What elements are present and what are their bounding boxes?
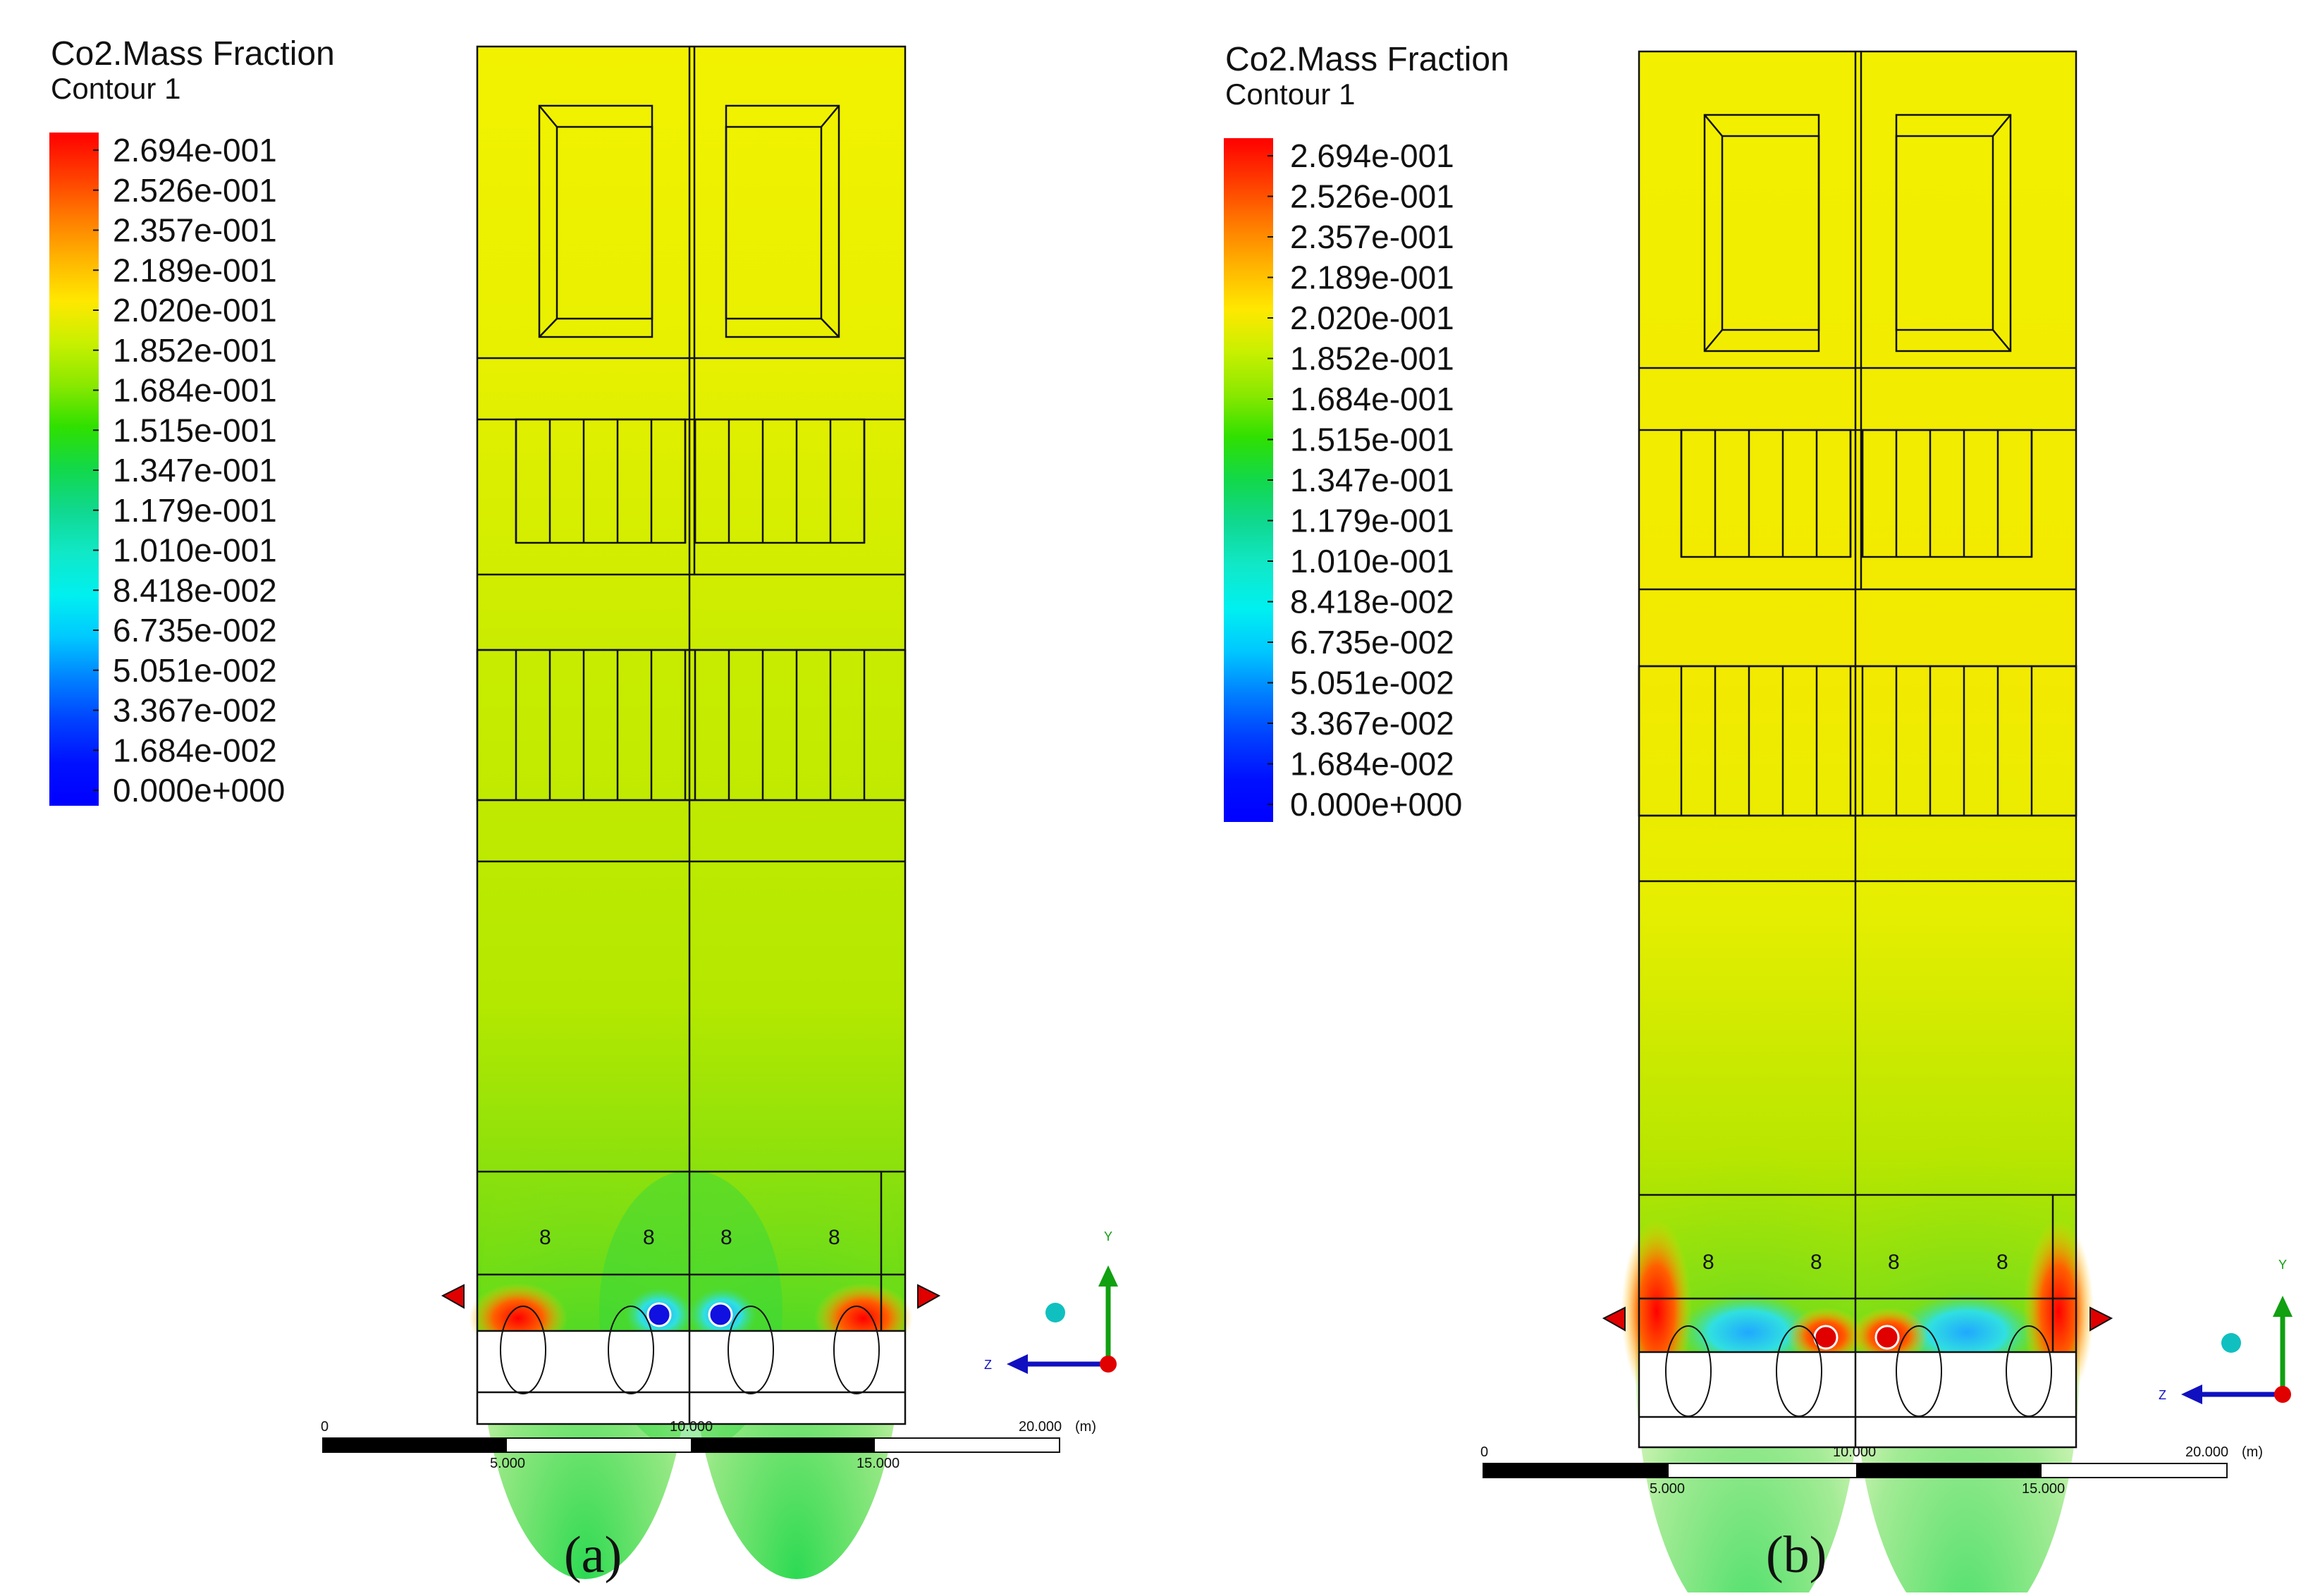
- legend-level-label: 1.684e-001: [1290, 381, 1454, 417]
- legend-level-label: 1.010e-001: [1290, 543, 1454, 579]
- legend-level-label: 2.020e-001: [1290, 300, 1454, 336]
- legend-level-label: 1.852e-001: [1290, 340, 1454, 377]
- inlet-marker: [1874, 1325, 1900, 1350]
- scale-unit: (m): [1075, 1419, 1096, 1435]
- legend-level-label: 2.189e-001: [1290, 259, 1454, 296]
- legend-level-label: 5.051e-002: [113, 652, 277, 689]
- axis-y-label: Y: [1104, 1229, 1112, 1244]
- legend-level-label: 2.357e-001: [1290, 219, 1454, 255]
- scale-tick: 10.000: [1833, 1444, 1876, 1460]
- panel-a: Co2.Mass Fraction Contour 1 2.694e-0012.…: [49, 35, 1118, 1584]
- panel-b: Co2.Mass Fraction Contour 1 2.694e-0012.…: [1224, 41, 2293, 1596]
- legend-level-label: 1.684e-002: [113, 732, 277, 768]
- axis-y-label: Y: [2278, 1258, 2287, 1272]
- legend-a-subtitle: Contour 1: [51, 72, 180, 105]
- legend-level-label: 2.020e-001: [113, 292, 277, 329]
- scale-bar-b: 0 10.000 20.000 (m) 5.000 15.000: [1480, 1444, 2263, 1497]
- legend-level-label: 0.000e+000: [1290, 786, 1462, 823]
- caption-a: (a): [564, 1526, 622, 1584]
- occupant-marker: 8: [1888, 1251, 1900, 1274]
- occupant-marker: 8: [1702, 1251, 1714, 1274]
- scale-tick: 0: [1480, 1444, 1488, 1460]
- legend-b-levels: 2.694e-001 2.526e-001 2.357e-001 2.189e-001…: [1268, 137, 1462, 823]
- axis-triad-b: Y Z: [2159, 1258, 2293, 1404]
- legend-level-label: 8.418e-002: [113, 572, 277, 608]
- scale-tick: 20.000: [1019, 1419, 1062, 1435]
- legend-level-label: 5.051e-002: [1290, 665, 1454, 701]
- legend-a-title: Co2.Mass Fraction: [51, 35, 335, 73]
- scale-unit: (m): [2242, 1444, 2263, 1460]
- occupant-marker: 8: [828, 1226, 840, 1249]
- domain-a: 8 8 8 8: [441, 45, 941, 1579]
- inlet-marker: [646, 1302, 672, 1327]
- legend-level-label: 2.357e-001: [113, 212, 277, 249]
- legend-level-label: 2.694e-001: [113, 132, 277, 168]
- occupant-marker: 8: [720, 1226, 732, 1249]
- legend-level-label: 1.179e-001: [1290, 503, 1454, 539]
- scale-bar-a: 0 10.000 20.000 (m) 5.000 15.000: [321, 1419, 1096, 1471]
- legend-b-title: Co2.Mass Fraction: [1225, 41, 1509, 78]
- legend-level-label: 1.852e-001: [113, 332, 277, 369]
- occupant-marker: 8: [539, 1226, 551, 1249]
- legend-level-label: 2.526e-001: [113, 172, 277, 209]
- legend-level-label: 1.179e-001: [113, 492, 277, 529]
- legend-level-label: 1.010e-001: [113, 532, 277, 569]
- legend-level-label: 6.735e-002: [113, 612, 277, 649]
- legend-level-label: 1.515e-001: [113, 412, 277, 448]
- legend-level-label: 3.367e-002: [1290, 705, 1454, 742]
- legend-a: Co2.Mass Fraction Contour 1 2.694e-0012.…: [49, 35, 335, 809]
- inlet-marker: [708, 1302, 733, 1327]
- legend-level-label: 2.526e-001: [1290, 178, 1454, 215]
- scale-tick: 5.000: [490, 1456, 525, 1471]
- axis-z-label: Z: [984, 1358, 992, 1372]
- scale-tick: 15.000: [2022, 1481, 2065, 1497]
- occupant-marker: 8: [1810, 1251, 1822, 1274]
- legend-level-label: 2.694e-001: [1290, 137, 1454, 174]
- legend-level-label: 1.347e-001: [113, 452, 277, 489]
- scale-tick: 15.000: [857, 1456, 900, 1471]
- axis-z-label: Z: [2159, 1388, 2166, 1402]
- scale-tick: 0: [321, 1419, 329, 1435]
- domain-b: 8 8 8 8: [1602, 50, 2113, 1596]
- legend-level-label: 2.189e-001: [113, 252, 277, 288]
- occupant-marker: 8: [1996, 1251, 2008, 1274]
- axis-triad-a: Y Z: [984, 1229, 1118, 1374]
- legend-a-colorbar: [49, 133, 99, 806]
- legend-level-label: 0.000e+000: [113, 772, 285, 809]
- legend-level-label: 6.735e-002: [1290, 624, 1454, 661]
- legend-level-label: 1.347e-001: [1290, 462, 1454, 498]
- occupant-marker: 8: [643, 1226, 655, 1249]
- legend-b: Co2.Mass Fraction Contour 1 2.694e-0012.…: [1224, 41, 1509, 823]
- legend-level-label: 3.367e-002: [113, 692, 277, 729]
- legend-level-label: 1.684e-002: [1290, 746, 1454, 782]
- legend-level-label: 8.418e-002: [1290, 584, 1454, 620]
- caption-b: (b): [1766, 1526, 1827, 1584]
- scale-tick: 20.000: [2185, 1444, 2228, 1460]
- legend-b-subtitle: Contour 1: [1225, 78, 1355, 111]
- legend-level-label: 1.684e-001: [113, 372, 277, 409]
- scale-tick: 10.000: [670, 1419, 713, 1435]
- scale-tick: 5.000: [1650, 1481, 1685, 1497]
- legend-a-levels: 2.694e-001 2.526e-0012.357e-0012.189e-001…: [93, 132, 285, 809]
- legend-level-label: 1.515e-001: [1290, 422, 1454, 458]
- legend-b-colorbar: [1224, 138, 1273, 822]
